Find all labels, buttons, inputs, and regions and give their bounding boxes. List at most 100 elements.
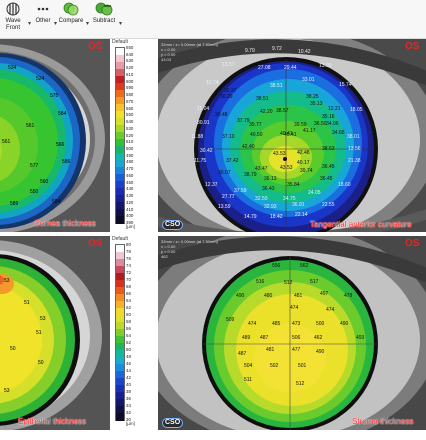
cornea-value: 589 (10, 201, 19, 207)
scale-color-step (116, 294, 124, 302)
curvature-value: 18.05 (350, 107, 363, 113)
cornea-thickness-panel[interactable]: 534 524 575 584 561 561 566 586 577 560 … (0, 39, 110, 232)
curvature-value: 10.42 (298, 49, 311, 55)
scale-color-step (116, 266, 124, 274)
stroma-value: 490 (236, 293, 245, 299)
curvature-value: 9.79 (245, 48, 255, 54)
scale-color-step (116, 146, 124, 154)
eye-label: OS (88, 238, 103, 249)
compare-label: Compare (58, 18, 84, 24)
curvature-value: 30.29 (220, 94, 233, 100)
scale-value: 540 (126, 119, 134, 125)
compare-dropdown[interactable]: ▾ (86, 21, 90, 27)
curvature-value: 36.91 (292, 202, 305, 208)
curvature-value: 39.77 (249, 122, 262, 128)
scale-value: 80 (126, 242, 131, 247)
curvature-value: 10.74 (206, 80, 219, 86)
stroma-thickness-panel[interactable]: 556 562 516 512 517 490 480 481 497 478 474 474 509 4… (158, 236, 426, 430)
scale-value: 600 (126, 78, 134, 84)
scale-value: 650 (126, 45, 134, 50)
curvature-value: 38.53 (322, 146, 335, 152)
curvature-value: 39.59 (294, 122, 307, 128)
scale-value: 410 (126, 206, 134, 212)
subtract-dropdown[interactable]: ▾ (119, 21, 123, 27)
scale-color-step (116, 55, 124, 63)
curvature-value: 18.42 (270, 214, 283, 220)
scale-value: 38 (126, 389, 131, 394)
cornea-value: 584 (52, 199, 61, 205)
map-header-line: 32mm / z= 0.00mm (at 7.50mm) (161, 239, 219, 244)
scale-value: 32 (126, 410, 131, 415)
scale-color-step (116, 202, 124, 210)
scale-value: 66 (126, 291, 131, 296)
scale-color-step (116, 329, 124, 337)
curvature-value: 42.48 (297, 150, 310, 156)
curvature-value: 36.45 (322, 164, 335, 170)
cornea-value: 524 (36, 76, 45, 82)
scale-value: 630 (126, 58, 134, 64)
stroma-value: 506 (292, 335, 301, 341)
scale-value: 52 (126, 340, 131, 345)
scale-value: 44 (126, 368, 131, 373)
curvature-value: 38.25 (306, 94, 319, 100)
scale-value: 40 (126, 382, 131, 387)
curvature-value: 35.84 (287, 182, 300, 188)
stroma-value: 493 (356, 335, 365, 341)
curvature-value: 22.14 (295, 212, 308, 218)
eye-label: OS (88, 41, 103, 52)
scale-value: 50 (126, 347, 131, 352)
stroma-value: 477 (292, 347, 301, 353)
scale-value: 450 (126, 179, 134, 185)
curvature-value: 9.72 (272, 46, 282, 52)
wave-front-dropdown[interactable]: ▾ (28, 21, 32, 27)
cornea-value: 584 (58, 111, 67, 117)
map-header-line: 462 (161, 254, 168, 259)
wave-front-button[interactable]: Wave Front (0, 2, 26, 32)
curvature-value: 18.60 (338, 182, 351, 188)
curvature-value: 30.48 (215, 112, 228, 118)
scale-color-step (116, 406, 124, 414)
other-dropdown[interactable]: ▾ (54, 21, 58, 27)
scale-value: 460 (126, 172, 134, 178)
scale-color-step (116, 413, 124, 421)
scale-value: 70 (126, 277, 131, 282)
curvature-value: 36.50 (314, 121, 327, 127)
curvature-value: 38.79 (244, 172, 257, 178)
stroma-value: 462 (314, 335, 323, 341)
scale-value: 30 (126, 417, 131, 422)
stroma-thickness-map (158, 236, 426, 430)
subtract-icon (95, 2, 113, 16)
map-header-line: x = 0.00 (161, 47, 176, 52)
curvature-value: 42.40 (242, 144, 255, 150)
map-header: 32mm / z= 0.00mm (at 7.50mm) x = 0.00 y … (161, 239, 218, 259)
curvature-value: 43.47 (255, 166, 268, 172)
stroma-value: 501 (298, 363, 307, 369)
scale-value: 590 (126, 85, 134, 91)
curvature-value: 42.20 (260, 109, 273, 115)
scale-value: 500 (126, 145, 134, 151)
epithelial-thickness-panel[interactable]: 53 51 53 51 50 50 53 OS Epithelial thick… (0, 236, 110, 430)
scale-value: 64 (126, 298, 131, 303)
eye-label: OS (405, 41, 420, 52)
curvature-value: 22.55 (322, 202, 335, 208)
scale-value: 470 (126, 166, 134, 172)
epithelial-color-scale: Default 80 78 76 74 72 70 68 66 64 62 60 58 56 54 52 50… (112, 236, 156, 430)
scale-value: 640 (126, 51, 134, 57)
scale-color-step (116, 90, 124, 98)
scale-color-step (116, 76, 124, 84)
stroma-value: 512 (296, 381, 305, 387)
scale-unit: [µm] (126, 421, 135, 426)
curvature-value: 24.05 (308, 190, 321, 196)
scale-color-step (116, 399, 124, 407)
compare-button[interactable]: Compare (58, 2, 84, 25)
curvature-value: 34.96 (326, 121, 339, 127)
subtract-button[interactable]: Subtract (90, 2, 118, 25)
scale-color-step (116, 195, 124, 203)
scale-value: 400 (126, 213, 134, 219)
tangential-curvature-panel[interactable]: 9.79 9.72 10.42 13.57 27.08 29.44 13.93 10.74 30… (158, 39, 426, 232)
other-button[interactable]: Other (33, 2, 53, 25)
curvature-value: 13.56 (348, 146, 361, 152)
map-header: 32mm / z= 0.00mm (at 7.50mm) x = 0.00 y … (161, 42, 218, 62)
scale-color-step (116, 308, 124, 316)
curvature-value: 33.01 (302, 77, 315, 83)
